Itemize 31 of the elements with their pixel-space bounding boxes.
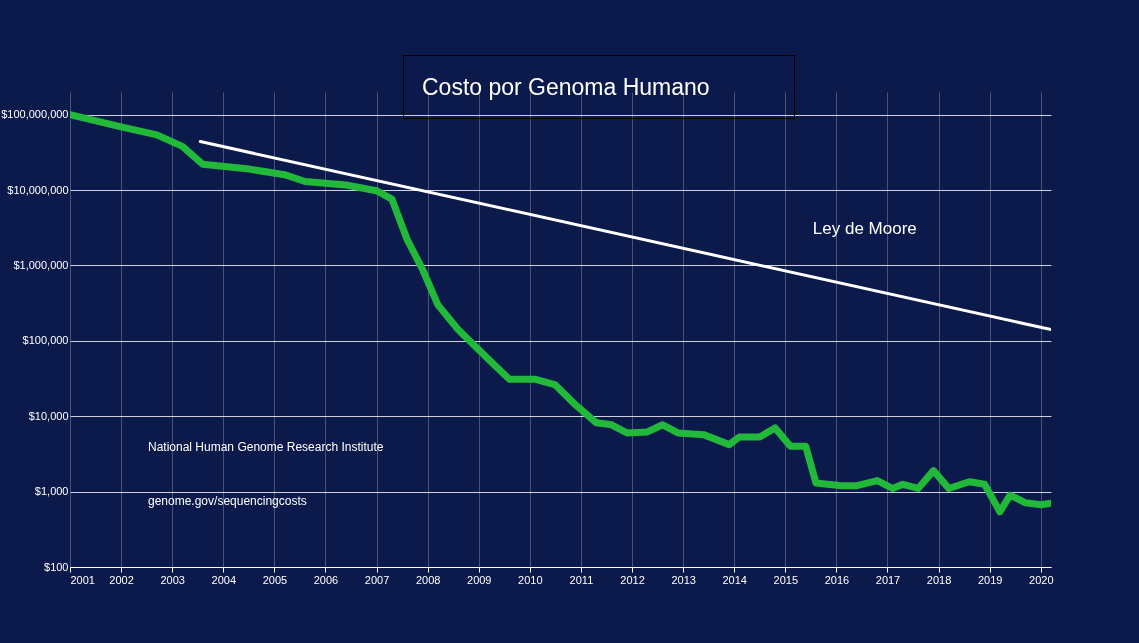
y-tick-label: $10,000 [28, 409, 69, 422]
x-tick-label: 2007 [364, 573, 390, 586]
x-tick-label: 2009 [467, 573, 492, 586]
x-tick-label: 2008 [415, 573, 441, 586]
x-tick-label: 2013 [671, 573, 696, 586]
y-tick-label: $100,000 [22, 334, 69, 347]
y-tick-label: $100,000,000 [1, 108, 69, 121]
annotation: genome.gov/sequencingcosts [148, 494, 308, 508]
x-tick-label: 2003 [160, 573, 185, 586]
x-tick-label: 2010 [518, 573, 543, 586]
x-tick-label: 2015 [773, 573, 799, 586]
x-tick-label: 2002 [109, 573, 134, 586]
y-tick-label: $100 [44, 560, 69, 573]
x-tick-label: 2001 [70, 573, 95, 586]
x-tick-label: 2012 [620, 573, 645, 586]
x-tick-label: 2020 [1029, 573, 1054, 586]
x-tick-label: 2018 [926, 573, 952, 586]
text: Ley de Moore [812, 218, 917, 238]
x-tick-label: 2005 [262, 573, 288, 586]
x-tick-label: 2011 [569, 573, 594, 586]
y-tick-label: $1,000,000 [13, 258, 69, 271]
x-tick-label: 2004 [211, 573, 237, 586]
x-tick-label: 2016 [824, 573, 850, 586]
annotation: National Human Genome Research Institute [148, 440, 384, 454]
x-tick-label: 2014 [722, 573, 747, 586]
y-tick-label: $10,000,000 [7, 183, 69, 196]
x-tick-label: 2019 [977, 573, 1003, 586]
x-tick-label: 2006 [313, 573, 339, 586]
y-tick-label: $1,000 [34, 485, 69, 498]
chart-title: Costo por Genoma Humano [403, 55, 795, 119]
x-tick-label: 2017 [875, 573, 901, 586]
